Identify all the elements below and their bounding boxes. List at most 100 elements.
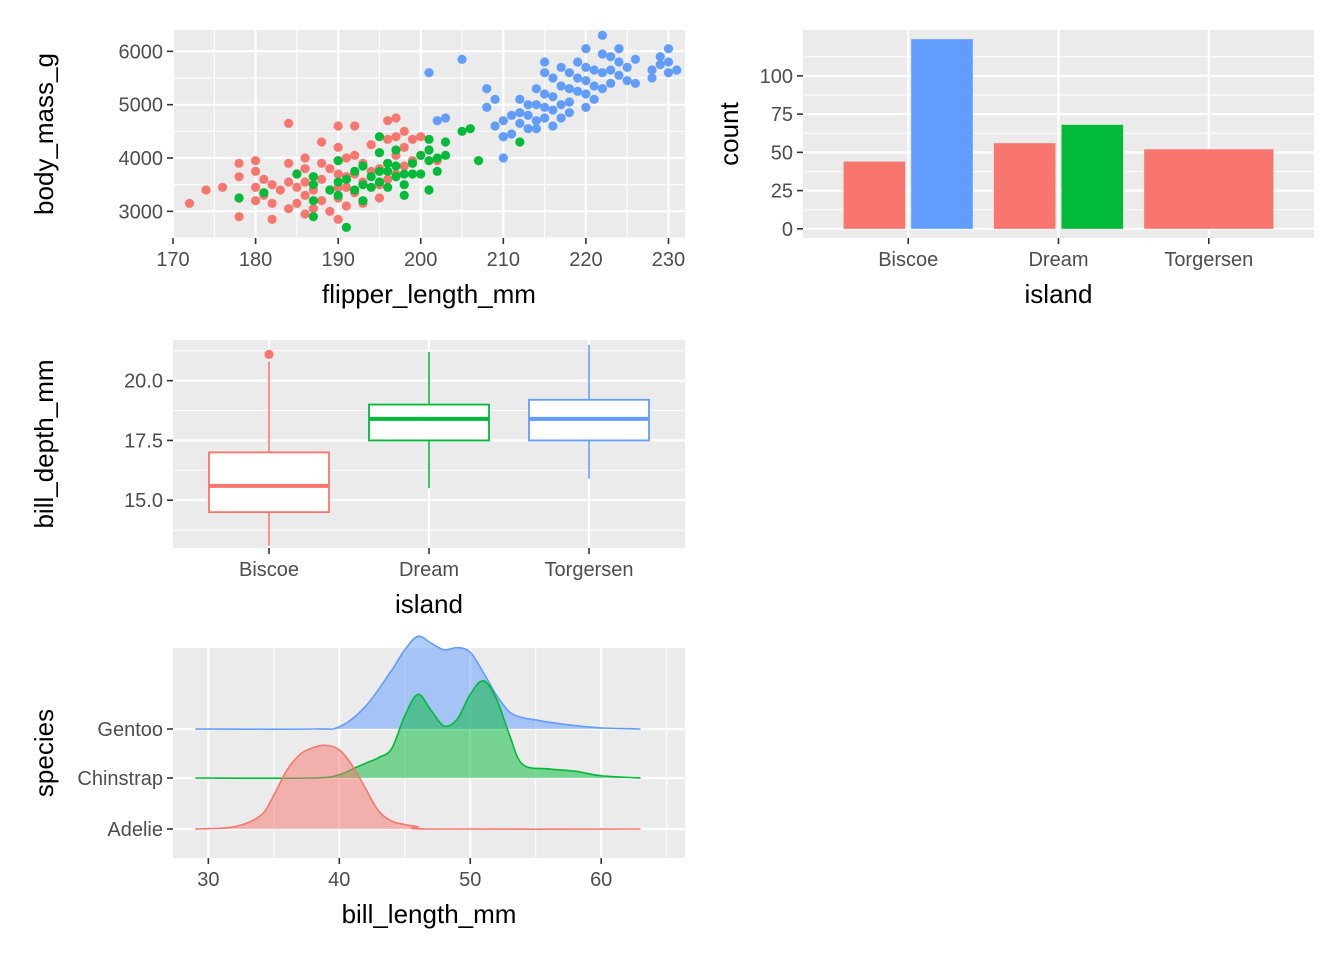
scatter-point <box>614 57 624 67</box>
scatter-point <box>515 137 525 147</box>
scatter-point <box>399 161 409 171</box>
scatter-point <box>366 140 376 150</box>
scatter-point <box>300 209 310 219</box>
scatter-point <box>267 214 277 224</box>
scatter-point <box>350 121 360 131</box>
scatter-point <box>383 116 393 126</box>
scatter-point <box>407 134 418 144</box>
scatter-point <box>482 84 492 94</box>
x-tick-label: 200 <box>404 249 437 271</box>
scatter-point <box>317 137 327 147</box>
scatter-point <box>391 113 401 123</box>
scatter-point <box>581 102 591 112</box>
scatter-point <box>317 158 327 168</box>
scatter-point <box>416 132 426 142</box>
scatter-point <box>374 148 385 158</box>
scatter-point <box>383 158 393 168</box>
scatter-point <box>317 196 327 206</box>
scatter-point <box>597 68 608 78</box>
scatter-point <box>548 73 558 83</box>
scatter-point <box>250 156 261 166</box>
scatter-point <box>366 172 376 182</box>
scatter-point <box>606 52 616 62</box>
scatter-point <box>391 132 401 142</box>
scatter-point <box>300 190 310 200</box>
scatter-point <box>647 65 657 75</box>
scatter-point <box>366 182 376 192</box>
scatter-point <box>284 118 294 128</box>
scatter-point <box>292 198 302 208</box>
y-tick-label: 20.0 <box>124 371 163 393</box>
ridge-adelie <box>195 744 641 830</box>
scatter-point <box>556 81 566 91</box>
scatter-point <box>333 169 343 179</box>
scatter-point <box>284 204 294 214</box>
scatter-point <box>292 182 302 192</box>
x-tick-label: Torgersen <box>545 559 634 581</box>
scatter-point <box>581 89 591 99</box>
scatter-point <box>432 166 442 176</box>
scatter-point <box>548 92 558 102</box>
scatter-point <box>457 54 467 64</box>
scatter-point <box>556 62 566 72</box>
scatter-point <box>333 190 343 200</box>
scatter-point <box>523 124 533 134</box>
scatter-point <box>184 198 195 208</box>
x-axis-title: island <box>395 589 463 619</box>
scatter-point <box>457 126 467 136</box>
scatter-point <box>358 180 368 190</box>
scatter-point <box>374 177 385 187</box>
box-dream <box>368 351 490 489</box>
scatter-point <box>333 156 343 166</box>
scatter-point <box>473 156 484 166</box>
scatter-point <box>540 113 550 123</box>
scatter-point <box>440 113 451 123</box>
scatter-point <box>672 65 682 75</box>
scatter-point <box>391 172 401 182</box>
scatter-point <box>292 169 302 179</box>
y-axis-title: species <box>29 709 59 797</box>
scatter-point <box>399 180 409 190</box>
scatter-point <box>416 150 426 160</box>
scatter-point <box>440 137 451 147</box>
scatter-point <box>317 174 327 184</box>
scatter-point <box>300 164 310 174</box>
scatter-chart: 170 180 190 200 210 220 230 3000 4000 5000 6000 fli… <box>29 30 685 309</box>
y-tick-label: 5000 <box>119 95 164 117</box>
scatter-point <box>341 201 352 211</box>
bar-dream-adelie <box>993 143 1056 229</box>
scatter-point <box>259 188 269 198</box>
scatter-point <box>573 73 583 83</box>
scatter-point <box>275 185 285 195</box>
bar-dream-chinstrap <box>1061 124 1124 229</box>
x-axis-title: island <box>1025 279 1093 309</box>
scatter-point <box>432 116 442 126</box>
scatter-point <box>391 161 401 171</box>
y-tick-label: 50 <box>771 142 793 164</box>
scatter-point <box>383 182 393 192</box>
scatter-point <box>556 100 566 110</box>
scatter-point <box>622 62 632 72</box>
scatter-point <box>531 84 541 94</box>
scatter-point <box>424 134 434 144</box>
scatter-point <box>556 113 566 123</box>
scatter-point <box>548 105 558 115</box>
scatter-point <box>341 174 352 184</box>
y-tick-label: 4000 <box>119 148 164 170</box>
x-tick-label: 190 <box>321 249 354 271</box>
y-tick-label: Gentoo <box>97 719 163 741</box>
scatter-point <box>424 68 434 78</box>
scatter-point <box>432 153 442 163</box>
ridge-line <box>195 635 641 730</box>
scatter-point <box>498 153 508 163</box>
scatter-point <box>540 102 550 112</box>
x-tick-label: 30 <box>197 869 219 891</box>
scatter-point <box>383 134 393 144</box>
scatter-point <box>333 214 343 224</box>
x-tick-label: 50 <box>459 869 481 891</box>
scatter-point <box>399 169 409 179</box>
scatter-point <box>399 190 409 200</box>
scatter-point <box>399 126 409 136</box>
y-tick-label: 25 <box>771 181 793 203</box>
x-axis-title: flipper_length_mm <box>322 279 536 309</box>
